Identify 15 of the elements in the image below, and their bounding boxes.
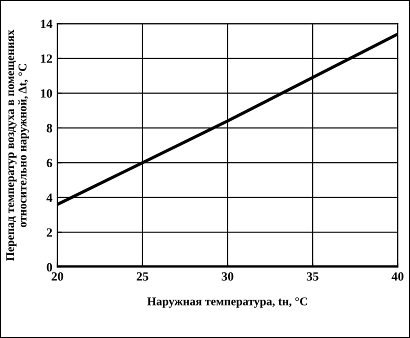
y-tick-label: 2	[46, 228, 52, 237]
x-tick-label: 20	[52, 272, 64, 281]
x-tick-label: 25	[136, 272, 148, 281]
y-tick-label: 6	[46, 158, 52, 168]
x-axis-title: Наружная температура, tн, °C	[147, 297, 308, 308]
x-tick-label: 40	[392, 272, 404, 281]
x-tick-label: 30	[222, 272, 234, 281]
x-tick-label: 35	[306, 272, 318, 281]
y-tick-label: 0	[46, 263, 52, 272]
y-axis-title: Перепад температур воздуха в помещениях относительно наружной, Δt, °C	[6, 30, 29, 261]
y-tick-label: 4	[46, 194, 52, 202]
y-tick-label: 12	[41, 54, 52, 63]
y-tick-label: 8	[46, 124, 52, 132]
y-tick-label: 10	[41, 89, 52, 98]
y-tick-label: 14	[41, 20, 52, 28]
